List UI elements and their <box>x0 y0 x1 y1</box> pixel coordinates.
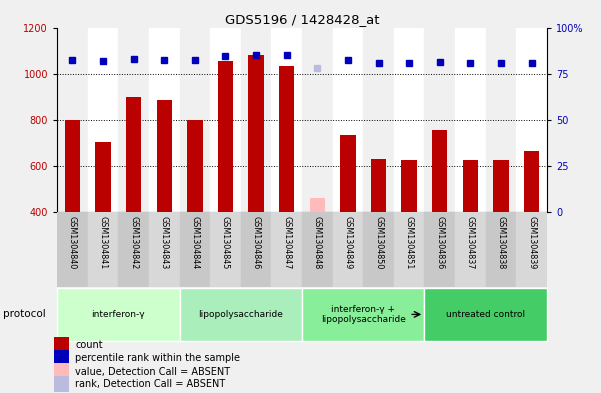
Bar <box>126 97 141 212</box>
Text: interferon-γ +
lipopolysaccharide: interferon-γ + lipopolysaccharide <box>321 305 406 324</box>
Bar <box>88 212 118 287</box>
Bar <box>241 28 272 212</box>
Text: lipopolysaccharide: lipopolysaccharide <box>198 310 283 319</box>
Bar <box>57 288 180 341</box>
Bar <box>54 337 69 353</box>
Text: count: count <box>75 340 103 350</box>
Bar <box>302 212 332 287</box>
Text: rank, Detection Call = ABSENT: rank, Detection Call = ABSENT <box>75 379 225 389</box>
Bar <box>516 28 547 212</box>
Bar <box>149 28 180 212</box>
Text: GSM1304847: GSM1304847 <box>282 216 291 269</box>
Bar <box>118 212 149 287</box>
Bar <box>302 288 424 341</box>
Bar <box>332 28 363 212</box>
Bar <box>394 28 424 212</box>
Bar <box>248 55 264 212</box>
Bar <box>54 376 69 392</box>
Bar <box>310 198 325 212</box>
Text: GSM1304843: GSM1304843 <box>160 216 169 269</box>
Bar <box>180 288 302 341</box>
Bar <box>432 130 447 212</box>
Bar <box>210 28 241 212</box>
Bar <box>54 350 69 366</box>
Text: GSM1304840: GSM1304840 <box>68 216 77 269</box>
Text: GSM1304842: GSM1304842 <box>129 216 138 269</box>
Bar <box>424 212 455 287</box>
Bar <box>401 160 417 212</box>
Bar <box>57 28 88 212</box>
Text: GSM1304850: GSM1304850 <box>374 216 383 269</box>
Bar <box>302 28 332 212</box>
Bar <box>149 212 180 287</box>
Bar <box>180 212 210 287</box>
Bar <box>57 212 88 287</box>
Bar <box>516 212 547 287</box>
Bar <box>118 28 149 212</box>
Text: GSM1304844: GSM1304844 <box>191 216 200 269</box>
Bar <box>96 142 111 212</box>
Text: GSM1304839: GSM1304839 <box>527 216 536 269</box>
Text: protocol: protocol <box>3 309 46 320</box>
Bar <box>524 151 539 212</box>
Bar <box>54 364 69 380</box>
Bar <box>180 28 210 212</box>
Bar <box>363 28 394 212</box>
Bar <box>455 28 486 212</box>
Text: GSM1304836: GSM1304836 <box>435 216 444 269</box>
Bar <box>340 135 356 212</box>
Text: GSM1304837: GSM1304837 <box>466 216 475 269</box>
Text: untreated control: untreated control <box>446 310 525 319</box>
Bar <box>486 212 516 287</box>
Text: GSM1304841: GSM1304841 <box>99 216 108 269</box>
Bar <box>371 159 386 212</box>
Bar <box>424 288 547 341</box>
Text: value, Detection Call = ABSENT: value, Detection Call = ABSENT <box>75 367 230 376</box>
Text: percentile rank within the sample: percentile rank within the sample <box>75 353 240 363</box>
Bar <box>493 160 508 212</box>
Text: GSM1304838: GSM1304838 <box>496 216 505 269</box>
Bar <box>332 212 363 287</box>
Text: GSM1304846: GSM1304846 <box>252 216 261 269</box>
Bar <box>218 61 233 212</box>
Text: interferon-γ: interferon-γ <box>91 310 145 319</box>
Bar <box>157 100 172 212</box>
Bar <box>363 212 394 287</box>
Text: GSM1304845: GSM1304845 <box>221 216 230 269</box>
Bar <box>210 212 241 287</box>
Bar <box>241 212 272 287</box>
Bar <box>486 28 516 212</box>
Bar <box>272 212 302 287</box>
Bar <box>88 28 118 212</box>
Bar <box>187 120 203 212</box>
Text: GSM1304851: GSM1304851 <box>404 216 413 269</box>
Bar <box>424 28 455 212</box>
Text: GSM1304849: GSM1304849 <box>343 216 352 269</box>
Bar <box>279 66 294 212</box>
Bar <box>394 212 424 287</box>
Text: GSM1304848: GSM1304848 <box>313 216 322 269</box>
Bar <box>463 160 478 212</box>
Title: GDS5196 / 1428428_at: GDS5196 / 1428428_at <box>225 13 379 26</box>
Bar <box>455 212 486 287</box>
Bar <box>65 120 80 212</box>
Bar <box>272 28 302 212</box>
